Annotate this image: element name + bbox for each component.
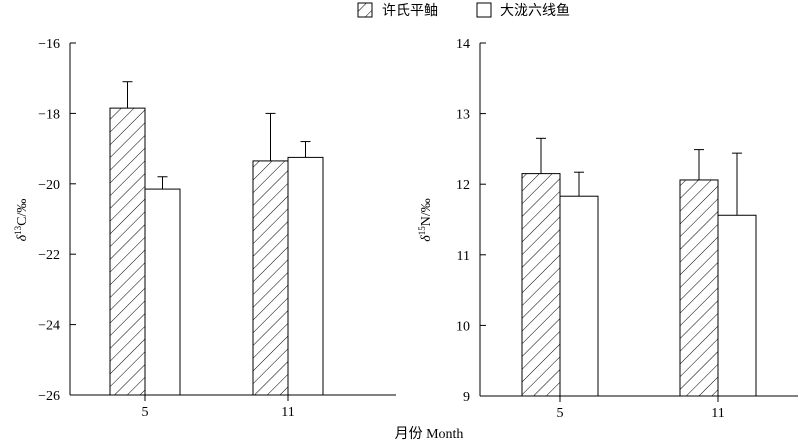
y-tick-label: −26 — [38, 389, 60, 404]
bar-hatched — [252, 160, 289, 396]
legend-label-series-2: 大泷六线鱼 — [500, 2, 570, 19]
y-axis-label-nitrogen: δ15N/‰ — [417, 198, 434, 242]
y-tick-label: 11 — [457, 249, 470, 264]
bar-hatched — [521, 173, 561, 397]
y-tick-label: −20 — [38, 178, 60, 193]
x-tick-label: 11 — [711, 406, 724, 421]
x-tick-label: 11 — [281, 405, 294, 420]
bar-open — [287, 156, 324, 396]
y-tick-label: 10 — [456, 319, 470, 334]
chart-panel-carbon: δ13C/‰ −16 −18 −20 −22 −24 −26 5 11 — [13, 37, 396, 420]
bar-open — [559, 195, 599, 397]
x-tick-label: 5 — [142, 405, 149, 420]
bar-hatched — [109, 107, 146, 396]
y-tick-label: 14 — [456, 37, 470, 52]
y-tick-label: −22 — [38, 248, 60, 263]
legend: 许氏平鲉 大泷六线鱼 — [357, 2, 570, 19]
x-axis-label: 月份 Month — [395, 426, 464, 442]
legend-label-series-1: 许氏平鲉 — [382, 3, 438, 19]
y-tick-label: 9 — [463, 390, 470, 405]
legend-swatch-open — [476, 2, 492, 18]
bar-open — [144, 188, 181, 396]
chart-panel-nitrogen: δ15N/‰ 9 10 11 12 13 14 5 11 — [417, 37, 798, 421]
y-tick-label: 12 — [456, 178, 470, 193]
y-tick-label: −16 — [38, 37, 60, 52]
y-tick-label: −18 — [38, 107, 60, 122]
y-axis-label-carbon: δ13C/‰ — [13, 199, 30, 242]
legend-swatch-hatched — [357, 2, 373, 18]
y-tick-label: −24 — [38, 319, 60, 334]
y-tick-label: 13 — [456, 108, 470, 123]
bar-open — [717, 214, 757, 397]
x-tick-label: 5 — [557, 406, 564, 421]
bar-hatched — [679, 179, 719, 397]
